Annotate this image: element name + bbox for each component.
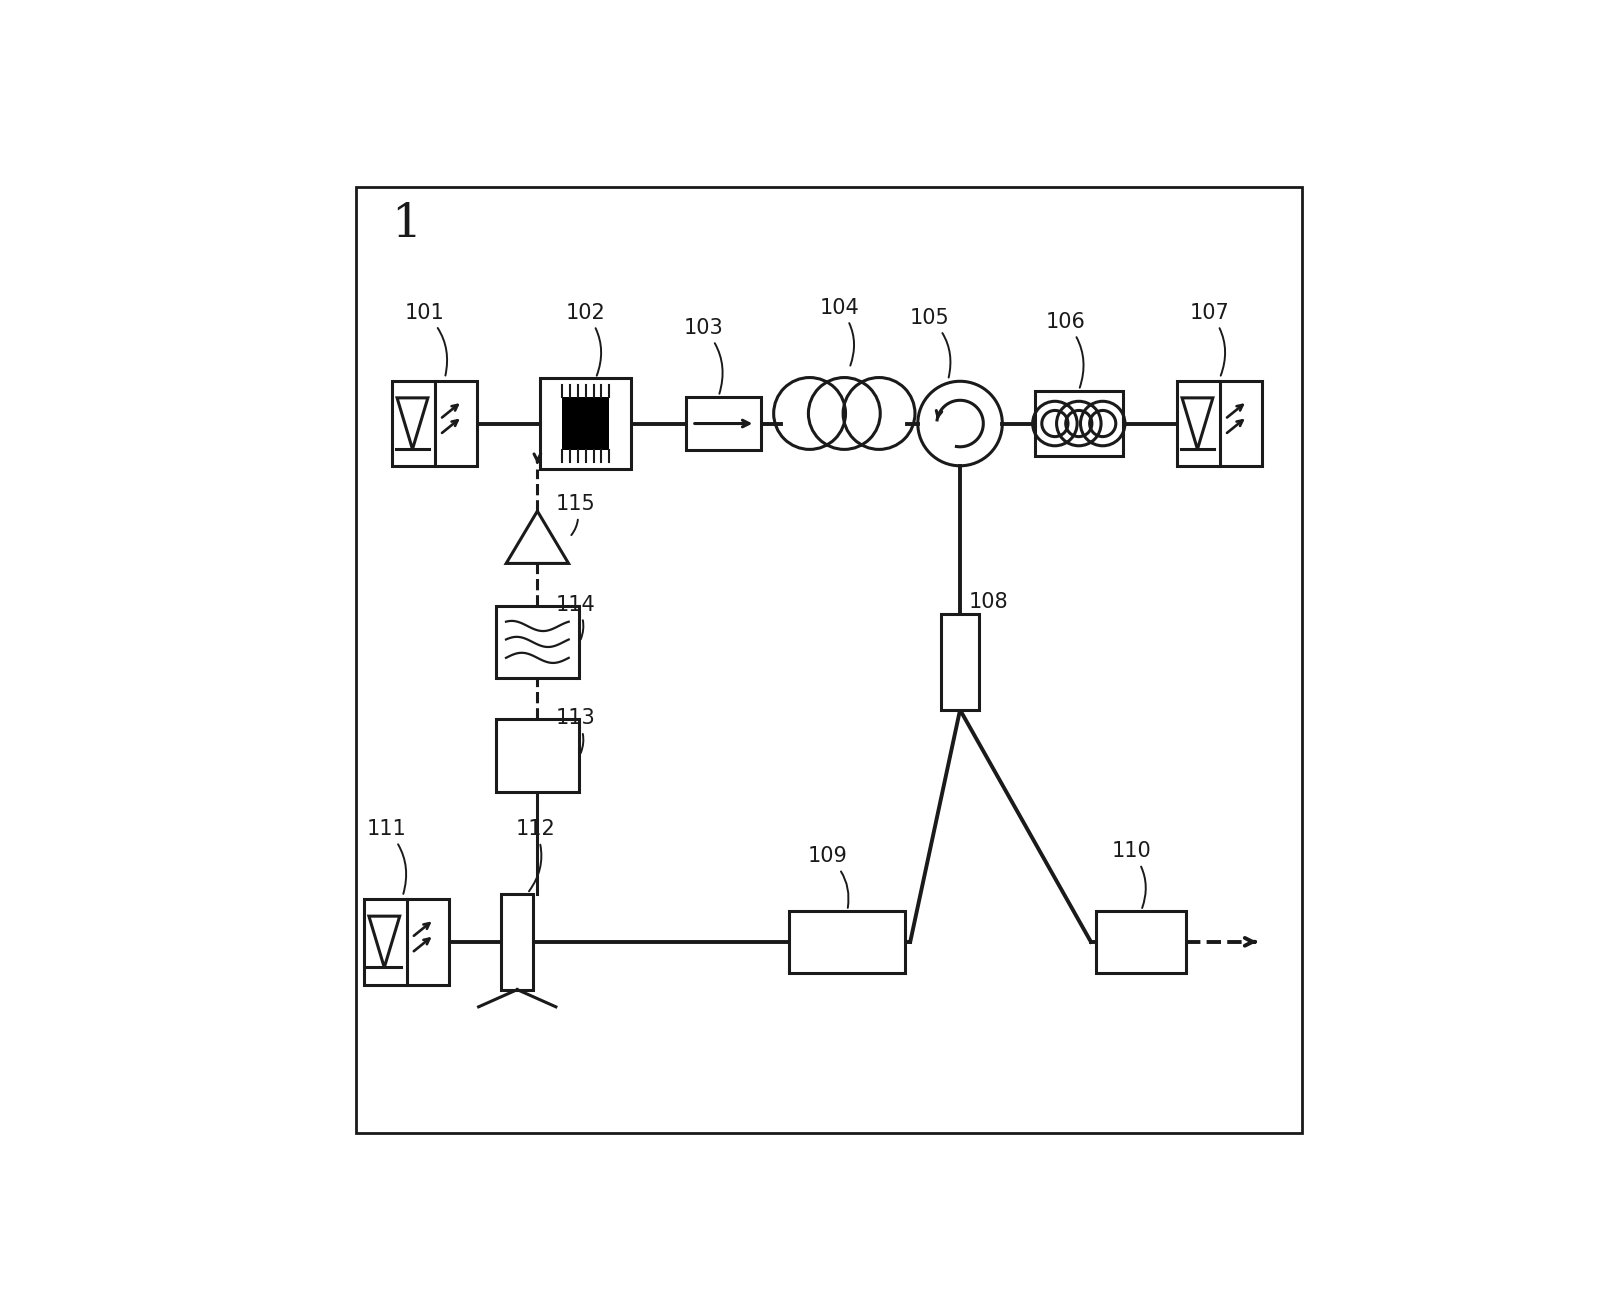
- Bar: [364, 899, 450, 984]
- Bar: [942, 614, 979, 710]
- Bar: [497, 605, 579, 678]
- Text: 101: 101: [404, 303, 447, 375]
- Text: 104: 104: [819, 298, 859, 366]
- Bar: [1176, 380, 1262, 467]
- Text: 109: 109: [807, 847, 848, 908]
- Bar: [686, 397, 762, 450]
- Bar: [1095, 911, 1186, 972]
- Text: 108: 108: [969, 592, 1008, 614]
- Text: 105: 105: [909, 308, 950, 378]
- Text: 102: 102: [566, 303, 605, 375]
- Text: 113: 113: [555, 708, 595, 753]
- Text: 114: 114: [555, 595, 595, 639]
- Text: 1: 1: [392, 203, 422, 247]
- Text: 115: 115: [555, 494, 595, 535]
- Text: 111: 111: [367, 819, 406, 894]
- Bar: [561, 397, 610, 450]
- Bar: [540, 378, 631, 469]
- Bar: [790, 911, 904, 972]
- Bar: [1034, 391, 1123, 456]
- Bar: [392, 380, 477, 467]
- Bar: [502, 894, 534, 989]
- Text: 107: 107: [1189, 303, 1230, 375]
- Bar: [497, 719, 579, 792]
- Text: 103: 103: [683, 318, 723, 393]
- Text: 110: 110: [1112, 842, 1150, 908]
- Text: 106: 106: [1045, 312, 1086, 388]
- Text: 112: 112: [516, 819, 555, 891]
